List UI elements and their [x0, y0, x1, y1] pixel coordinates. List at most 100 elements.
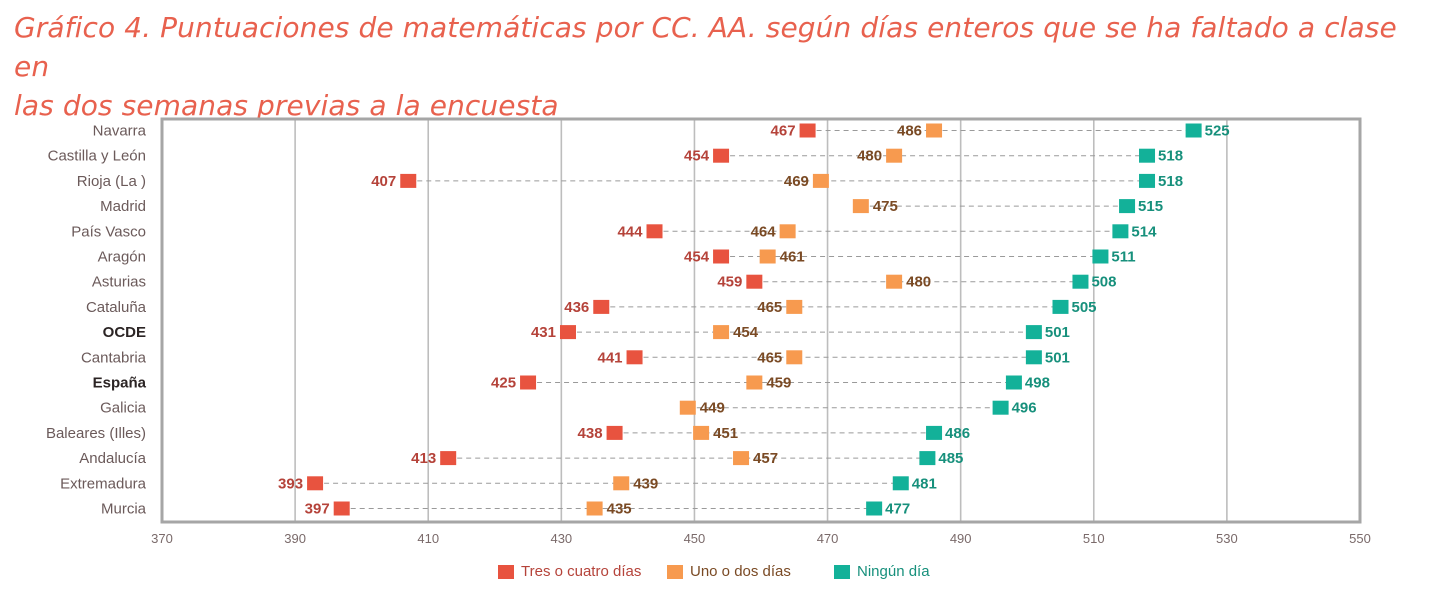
- marker-tres-castilla-y-leon: [713, 148, 730, 163]
- data-label-uno-cataluna: 465: [757, 299, 782, 316]
- legend-swatch-uno: [667, 564, 683, 579]
- marker-tres-rioja-la: [400, 173, 417, 188]
- marker-ninguno-galicia: [992, 400, 1009, 415]
- category-label-pais-vasco: País Vasco: [71, 223, 146, 240]
- data-label-uno-aragon: 461: [780, 249, 805, 266]
- x-tick-label-410: 410: [417, 531, 439, 546]
- x-tick-label-450: 450: [684, 531, 706, 546]
- marker-tres-baleares-illes: [606, 425, 623, 440]
- marker-tres-andalucia: [440, 451, 457, 466]
- data-label-tres-aragon: 454: [684, 249, 710, 266]
- data-label-ninguno-aragon: 511: [1111, 249, 1135, 266]
- data-label-uno-espana: 459: [766, 375, 791, 392]
- marker-ninguno-extremadura: [892, 476, 909, 491]
- marker-tres-asturias: [746, 274, 763, 289]
- data-label-uno-rioja-la: 469: [784, 173, 809, 190]
- data-label-ninguno-extremadura: 481: [912, 475, 937, 492]
- data-label-ninguno-galicia: 496: [1012, 400, 1037, 417]
- legend-swatch-tres: [498, 564, 514, 579]
- data-label-ninguno-andalucia: 485: [938, 450, 963, 467]
- data-label-ninguno-baleares-illes: 486: [945, 425, 970, 442]
- marker-tres-cataluna: [593, 299, 610, 314]
- marker-uno-baleares-illes: [693, 425, 710, 440]
- marker-uno-galicia: [679, 400, 696, 415]
- chart-title: Gráfico 4. Puntuaciones de matemáticas p…: [14, 8, 1424, 125]
- legend-item-uno: Uno o dos días: [667, 563, 791, 580]
- data-label-tres-murcia: 397: [305, 501, 330, 518]
- marker-uno-cantabria: [786, 350, 803, 365]
- marker-ninguno-cantabria: [1025, 350, 1042, 365]
- x-tick-label-370: 370: [151, 531, 173, 546]
- marker-uno-espana: [746, 375, 763, 390]
- data-label-tres-rioja-la: 407: [371, 173, 396, 190]
- category-label-ocde: OCDE: [103, 324, 146, 341]
- data-label-tres-ocde: 431: [531, 324, 556, 341]
- data-label-uno-extremadura: 439: [633, 475, 658, 492]
- x-tick-label-490: 490: [950, 531, 972, 546]
- marker-tres-espana: [520, 375, 537, 390]
- marker-ninguno-andalucia: [919, 451, 936, 466]
- data-label-uno-madrid: 475: [873, 198, 898, 215]
- data-label-ninguno-cantabria: 501: [1045, 349, 1070, 366]
- data-label-ninguno-navarra: 525: [1205, 123, 1230, 140]
- legend-label-uno: Uno o dos días: [690, 563, 791, 580]
- category-labels: Navarra Castilla y León Rioja (La ) Madrid P…: [46, 123, 147, 518]
- plot-frame: [160, 117, 1362, 524]
- marker-uno-aragon: [759, 249, 776, 264]
- data-label-ninguno-rioja-la: 518: [1158, 173, 1183, 190]
- marker-uno-asturias: [886, 274, 903, 289]
- data-label-uno-ocde: 454: [733, 324, 759, 341]
- marker-uno-madrid: [852, 199, 869, 214]
- marker-tres-navarra: [799, 123, 816, 138]
- data-label-tres-cataluna: 436: [564, 299, 589, 316]
- marker-ninguno-navarra: [1185, 123, 1202, 138]
- marker-ninguno-murcia: [866, 501, 883, 516]
- category-label-asturias: Asturias: [92, 274, 146, 291]
- data-label-tres-espana: 425: [491, 375, 516, 392]
- marker-ninguno-aragon: [1092, 249, 1109, 264]
- marker-uno-navarra: [926, 123, 943, 138]
- marker-ninguno-pais-vasco: [1112, 224, 1129, 239]
- legend-swatch-ninguno: [834, 564, 850, 579]
- x-tick-label-550: 550: [1349, 531, 1371, 546]
- data-label-tres-baleares-illes: 438: [578, 425, 603, 442]
- category-label-aragon: Aragón: [98, 249, 146, 266]
- category-label-navarra: Navarra: [93, 123, 147, 140]
- chart-title-line-1: Gráfico 4. Puntuaciones de matemáticas p…: [14, 11, 1397, 83]
- data-label-tres-pais-vasco: 444: [617, 223, 643, 240]
- data-label-uno-galicia: 449: [700, 400, 725, 417]
- marker-uno-castilla-y-leon: [886, 148, 903, 163]
- data-label-ninguno-pais-vasco: 514: [1131, 223, 1157, 240]
- marker-uno-cataluna: [786, 299, 803, 314]
- legend-item-ninguno: Ningún día: [834, 563, 930, 580]
- data-label-tres-andalucia: 413: [411, 450, 436, 467]
- marker-uno-ocde: [713, 325, 730, 340]
- marker-ninguno-baleares-illes: [926, 425, 943, 440]
- data-label-uno-castilla-y-leon: 480: [857, 148, 882, 165]
- marker-uno-pais-vasco: [779, 224, 796, 239]
- category-label-espana: España: [93, 375, 147, 392]
- marker-tres-extremadura: [307, 476, 324, 491]
- marker-ninguno-asturias: [1072, 274, 1089, 289]
- connector-lines: [315, 130, 1194, 509]
- category-label-extremadura: Extremadura: [60, 475, 147, 492]
- marker-ninguno-cataluna: [1052, 299, 1069, 314]
- data-label-tres-cantabria: 441: [598, 349, 623, 366]
- category-label-cataluna: Cataluña: [86, 299, 147, 316]
- data-label-ninguno-madrid: 515: [1138, 198, 1163, 215]
- x-axis-ticks: 370 390 410 430 450 470 490 510 530 550: [151, 531, 1371, 546]
- category-label-baleares-illes: Baleares (Illes): [46, 425, 146, 442]
- marker-tres-ocde: [559, 325, 576, 340]
- data-label-tres-navarra: 467: [771, 123, 796, 140]
- category-label-cantabria: Cantabria: [81, 349, 147, 366]
- data-label-ninguno-asturias: 508: [1091, 274, 1116, 291]
- marker-uno-murcia: [586, 501, 603, 516]
- data-label-tres-extremadura: 393: [278, 475, 303, 492]
- data-label-tres-asturias: 459: [717, 274, 742, 291]
- category-label-galicia: Galicia: [100, 400, 147, 417]
- marker-tres-pais-vasco: [646, 224, 663, 239]
- marker-uno-extremadura: [613, 476, 630, 491]
- data-label-uno-murcia: 435: [607, 501, 632, 518]
- legend-label-ninguno: Ningún día: [857, 563, 930, 580]
